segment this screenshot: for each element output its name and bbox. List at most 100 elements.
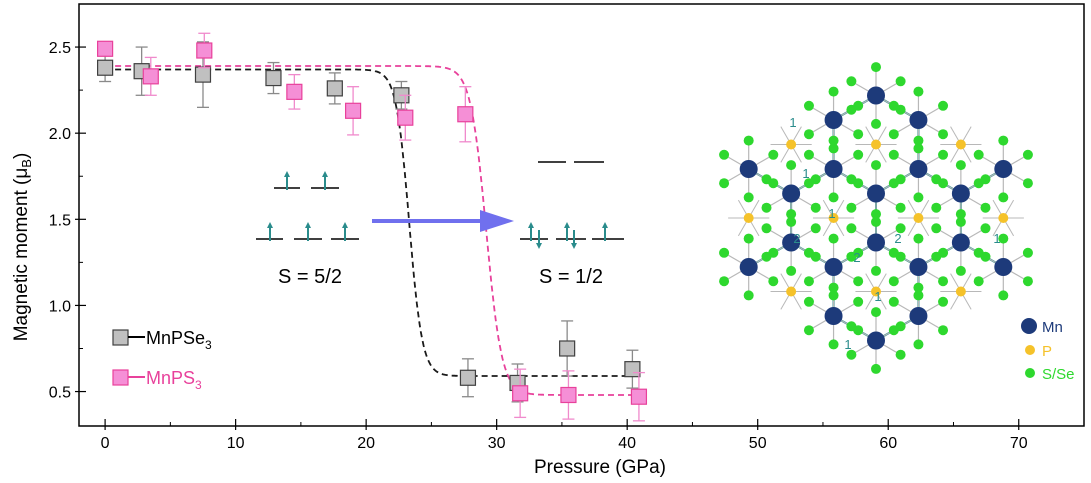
chalcogen-atom <box>761 223 772 234</box>
data-point-mnpse3 <box>624 361 641 378</box>
manganese-atom <box>824 258 843 276</box>
chalcogen-atom <box>980 202 991 213</box>
legend-marker-mnps3 <box>112 369 129 386</box>
manganese-atom <box>951 184 970 203</box>
chalcogen-atom <box>803 129 814 140</box>
chalcogen-atom <box>895 76 906 87</box>
chalcogen-atom <box>973 178 984 189</box>
data-point-mnps3 <box>142 68 159 85</box>
chalcogen-atom <box>1022 149 1033 160</box>
manganese-atom <box>867 184 885 203</box>
y-axis-label-main: Magnetic moment ( <box>11 178 32 341</box>
phosphorus-atom <box>828 213 839 223</box>
chalcogen-atom <box>803 100 814 111</box>
chalcogen-atom <box>743 233 754 244</box>
data-point-mnps3 <box>344 102 362 119</box>
legend-label-mnps3: MnPS3 <box>146 368 202 392</box>
legend-mn-label: Mn <box>1042 319 1063 336</box>
chalcogen-atom <box>870 62 881 73</box>
manganese-atom <box>909 258 928 276</box>
y-axis-label-subscript: B <box>19 159 34 168</box>
chalcogen-atom <box>895 349 906 360</box>
x-tick-label: 60 <box>879 435 897 452</box>
chalcogen-atom <box>888 149 899 160</box>
y-tick-label: 1.0 <box>49 298 71 315</box>
fit-curve-1 <box>105 65 641 396</box>
chalcogen-atom <box>870 265 881 276</box>
chalcogen-atom <box>803 149 814 160</box>
y-tick-label: 2.0 <box>49 126 71 143</box>
manganese-atom <box>824 307 843 325</box>
chalcogen-atom <box>871 160 881 171</box>
chalcogen-atom <box>786 209 797 220</box>
data-point-mnps3 <box>630 388 648 405</box>
chalcogen-atom <box>761 251 772 262</box>
spin-up-head <box>564 222 570 228</box>
crystal-lattice-diagram: 1 1 1 2 2 1 2 1 1 <box>719 62 1033 374</box>
chalcogen-atom <box>846 223 857 234</box>
plot-frame <box>78 3 1085 427</box>
y-tick-label: 0.5 <box>49 385 71 402</box>
chalcogen-atom <box>913 282 924 293</box>
chalcogen-atom <box>895 202 906 213</box>
chalcogen-atom <box>998 290 1009 301</box>
spin-state-schematic <box>256 161 624 249</box>
data-point-mnpse3 <box>459 369 477 386</box>
chalcogen-atom <box>888 296 899 307</box>
data-point-mnpse3 <box>97 59 114 76</box>
chalcogen-atom <box>761 202 772 213</box>
manganese-atom <box>951 233 970 252</box>
chalcogen-atom <box>931 223 942 234</box>
x-tick-label: 50 <box>749 435 767 452</box>
y-axis-label-close: ) <box>11 153 32 159</box>
manganese-atom <box>866 233 885 252</box>
chalcogen-atom <box>913 192 924 203</box>
x-tick-label: 10 <box>227 435 245 452</box>
chalcogen-atom <box>1022 247 1033 258</box>
chalcogen-atom <box>786 265 797 276</box>
chalcogen-atom <box>828 233 839 244</box>
chalcogen-atom <box>786 216 797 227</box>
spin-up-head <box>284 171 290 177</box>
phosphorus-atom <box>955 139 966 150</box>
y-tick-label: 1.5 <box>49 212 71 229</box>
lattice-legend: Mn P S/Se <box>1021 318 1075 383</box>
manganese-atom <box>824 160 843 178</box>
spin-down-head <box>536 243 542 249</box>
x-tick-label: 30 <box>488 435 506 452</box>
chalcogen-atom <box>871 216 881 227</box>
phosphorus-atom <box>786 286 797 297</box>
manganese-atom <box>739 258 758 276</box>
chalcogen-atom <box>888 247 899 258</box>
chalcogen-atom <box>938 276 949 287</box>
bond-label: 2 <box>853 250 860 265</box>
bond-label: 1 <box>993 231 1000 246</box>
bond-label: 1 <box>789 115 796 130</box>
bond-label: 1 <box>874 289 881 304</box>
data-point-mnps3 <box>560 386 577 404</box>
chalcogen-atom <box>973 149 984 160</box>
chalcogen-atom <box>828 339 839 350</box>
manganese-atom <box>994 258 1013 276</box>
chalcogen-atom <box>870 118 881 129</box>
chalcogen-atom <box>998 192 1009 203</box>
data-point-mnpse3 <box>194 66 212 83</box>
chalcogen-atom <box>931 174 942 185</box>
spin-down-head <box>571 243 577 249</box>
manganese-atom <box>909 160 928 178</box>
series-legend: MnPSe3 MnPS3 <box>112 328 212 392</box>
chalcogen-atom <box>955 265 966 276</box>
y-axis-label-symbol: μ <box>11 168 32 179</box>
x-axis-label: Pressure (GPa) <box>534 457 666 478</box>
phosphorus-atom <box>998 213 1009 223</box>
chalcogen-atom <box>828 143 839 154</box>
phosphorus-atom <box>870 286 881 297</box>
manganese-atom <box>739 160 758 178</box>
legend-sse-dot <box>1025 368 1035 378</box>
y-tick-label: 2.5 <box>49 40 71 57</box>
chalcogen-atom <box>973 276 984 287</box>
bond-label: 1 <box>802 166 809 181</box>
chalcogen-atom <box>768 276 779 287</box>
phosphorus-atom <box>913 213 924 223</box>
